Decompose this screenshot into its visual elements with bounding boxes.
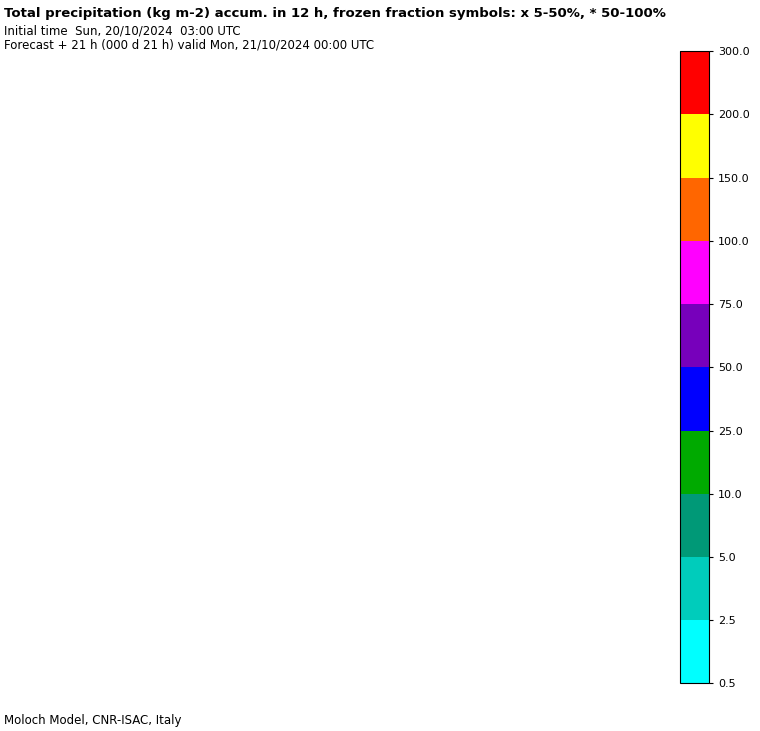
Text: Moloch Model, CNR-ISAC, Italy: Moloch Model, CNR-ISAC, Italy xyxy=(4,714,182,727)
Text: Forecast + 21 h (000 d 21 h) valid Mon, 21/10/2024 00:00 UTC: Forecast + 21 h (000 d 21 h) valid Mon, … xyxy=(4,38,374,51)
Text: Initial time  Sun, 20/10/2024  03:00 UTC: Initial time Sun, 20/10/2024 03:00 UTC xyxy=(4,25,240,38)
Text: Total precipitation (kg m-2) accum. in 12 h, frozen fraction symbols: x 5-50%, *: Total precipitation (kg m-2) accum. in 1… xyxy=(4,7,666,20)
